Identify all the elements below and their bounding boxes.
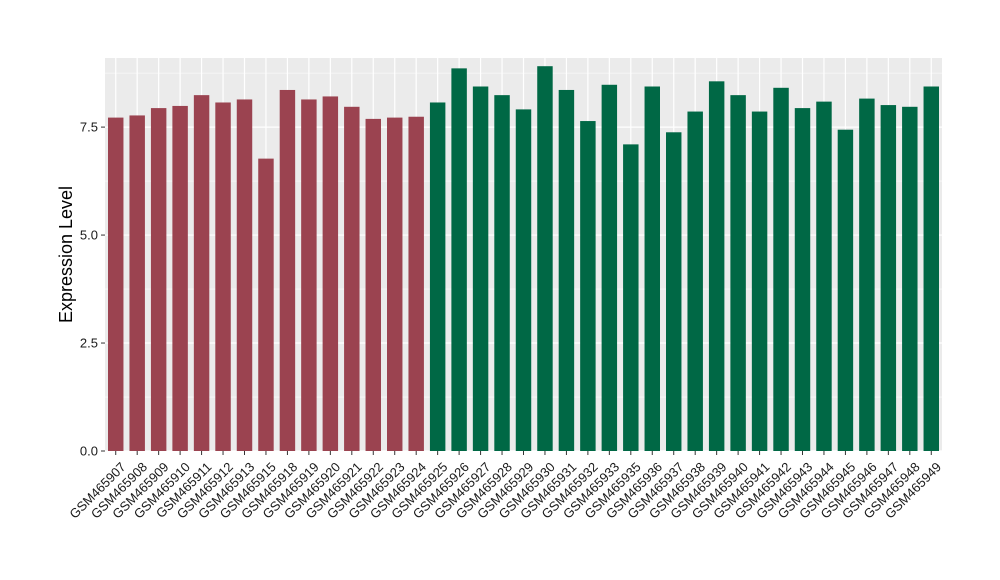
bar-GSM465948 <box>902 106 918 452</box>
bar-GSM465918 <box>279 89 296 451</box>
bar-GSM465921 <box>344 106 360 452</box>
bar-GSM465924 <box>408 116 424 451</box>
bar-GSM465923 <box>387 117 403 451</box>
bars <box>108 66 939 452</box>
bar-GSM465942 <box>773 87 789 452</box>
bar-GSM465912 <box>215 102 231 451</box>
bar-GSM465931 <box>558 89 575 451</box>
bar-GSM465930 <box>537 66 553 451</box>
bar-GSM465932 <box>580 121 596 452</box>
bar-GSM465910 <box>172 105 188 451</box>
bar-GSM465939 <box>708 81 725 452</box>
bar-GSM465936 <box>644 86 660 451</box>
bar-GSM465926 <box>451 68 467 451</box>
bar-GSM465922 <box>365 118 381 452</box>
bar-GSM465937 <box>666 132 682 451</box>
bar-GSM465928 <box>494 95 510 451</box>
bar-GSM465938 <box>687 111 703 452</box>
bar-GSM465919 <box>301 99 317 451</box>
bar-GSM465908 <box>129 115 145 451</box>
y-tick-label: 5.0 <box>80 228 98 243</box>
bar-GSM465911 <box>193 95 210 451</box>
bar-GSM465927 <box>472 86 489 451</box>
x-axis: GSM465907GSM465908GSM465909GSM465910GSM4… <box>66 451 944 522</box>
bar-GSM465945 <box>837 129 854 451</box>
y-tick-label: 7.5 <box>80 120 98 135</box>
bar-GSM465935 <box>623 144 639 451</box>
bar-GSM465925 <box>429 102 446 451</box>
bar-GSM465947 <box>880 105 897 452</box>
bar-GSM465941 <box>751 111 768 452</box>
y-tick-label: 0.0 <box>80 444 98 459</box>
bar-GSM465920 <box>322 96 339 451</box>
bar-GSM465909 <box>150 108 167 451</box>
bar-GSM465943 <box>794 108 811 451</box>
bar-GSM465929 <box>515 109 532 452</box>
y-axis: 0.0 2.5 5.0 7.5 <box>80 120 105 459</box>
bar-GSM465907 <box>108 117 124 451</box>
bar-GSM465944 <box>816 101 832 451</box>
bar-GSM465915 <box>258 158 274 451</box>
bar-GSM465913 <box>236 99 253 451</box>
bar-GSM465946 <box>859 98 875 451</box>
y-tick-label: 2.5 <box>80 336 98 351</box>
bar-GSM465933 <box>601 84 618 452</box>
bar-GSM465940 <box>730 95 746 451</box>
y-axis-title: Expression Level <box>56 186 76 323</box>
bar-GSM465949 <box>923 86 939 451</box>
